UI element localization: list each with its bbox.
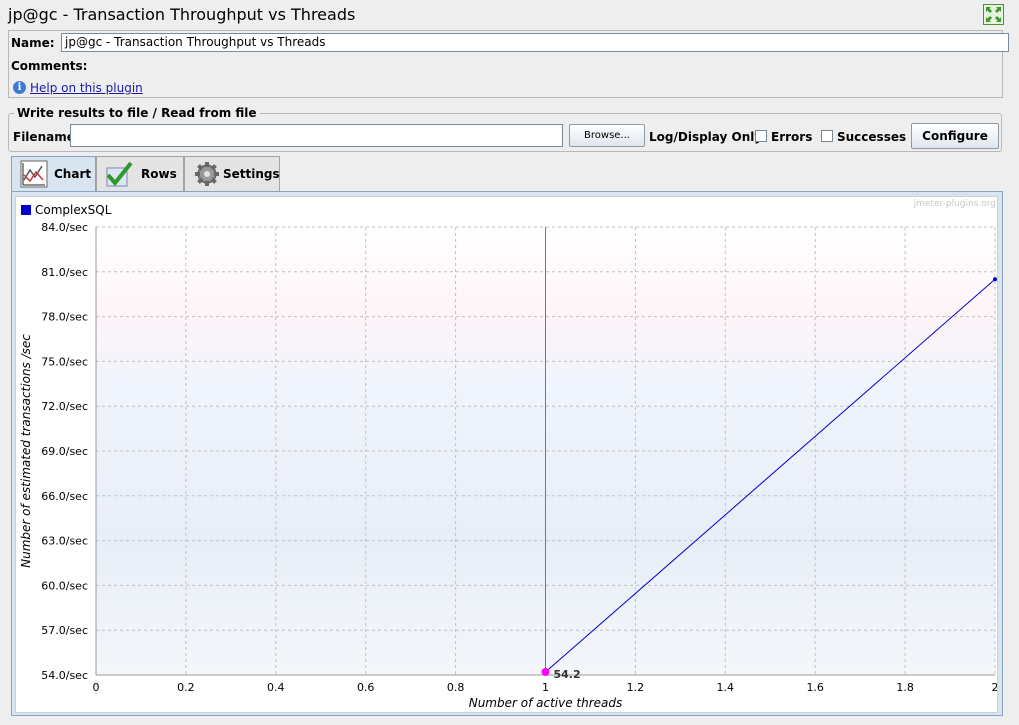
name-label: Name: <box>11 36 55 50</box>
y-axis-label: Number of estimated transactions /sec <box>19 334 33 568</box>
errors-checkbox[interactable] <box>755 130 767 142</box>
data-point <box>993 277 997 282</box>
y-tick-label: 60.0/sec <box>41 579 88 592</box>
x-tick-label: 2 <box>992 681 998 694</box>
chart-icon <box>20 160 48 188</box>
x-tick-label: 0.4 <box>267 681 285 694</box>
log-display-label: Log/Display Only: <box>649 130 767 144</box>
checkmark-icon <box>106 161 133 187</box>
y-tick-label: 81.0/sec <box>41 266 88 279</box>
help-link[interactable]: Help on this plugin <box>30 80 143 95</box>
legend-label: ComplexSQL <box>35 203 112 217</box>
x-tick-label: 1.8 <box>896 681 914 694</box>
x-tick-label: 1.6 <box>806 681 824 694</box>
configure-button[interactable]: Configure <box>911 123 999 149</box>
window-title: jp@gc - Transaction Throughput vs Thread… <box>8 5 356 24</box>
legend-swatch <box>21 205 31 215</box>
successes-label: Successes <box>837 130 907 144</box>
y-tick-label: 84.0/sec <box>41 221 88 234</box>
tab-settings-label: Settings <box>223 167 280 181</box>
x-tick-label: 0.2 <box>177 681 195 694</box>
y-tick-label: 78.0/sec <box>41 311 88 324</box>
x-tick-label: 1.2 <box>627 681 645 694</box>
series-line <box>545 278 996 673</box>
tab-settings[interactable]: Settings <box>184 156 280 191</box>
tab-chart-label: Chart <box>54 167 92 181</box>
chart-area: jmeter-plugins.org ComplexSQL 54.0/sec 57.0… <box>15 196 999 713</box>
gear-icon <box>195 162 219 186</box>
name-field[interactable]: jp@gc - Transaction Throughput vs Thread… <box>61 33 1009 52</box>
watermark: jmeter-plugins.org <box>913 199 996 209</box>
tab-rows[interactable]: Rows <box>96 156 184 191</box>
x-axis-label: Number of active threads <box>469 696 623 710</box>
filename-input[interactable] <box>70 124 563 147</box>
errors-label: Errors <box>771 130 813 144</box>
browse-button[interactable]: Browse... <box>569 124 645 147</box>
y-tick-label: 69.0/sec <box>41 445 88 458</box>
x-tick-label: 1.4 <box>717 681 735 694</box>
tab-rows-label: Rows <box>141 167 177 181</box>
x-tick-label: 0.6 <box>357 681 375 694</box>
file-options-group <box>8 113 1002 152</box>
info-icon: i <box>13 81 26 94</box>
x-tick-label: 1 <box>542 681 549 694</box>
y-tick-label: 57.0/sec <box>41 624 88 637</box>
comments-field[interactable]: Comments: <box>10 56 1001 74</box>
y-tick-label: 63.0/sec <box>41 535 88 548</box>
file-group-legend: Write results to file / Read from file <box>14 106 260 120</box>
y-tick-label: 54.0/sec <box>41 669 88 682</box>
x-tick-label: 0.8 <box>447 681 465 694</box>
highlight-point <box>541 668 550 677</box>
y-tick-label: 75.0/sec <box>41 355 88 368</box>
filename-label: Filename <box>13 130 75 144</box>
y-tick-label: 72.0/sec <box>41 400 88 413</box>
x-tick-label: 0 <box>93 681 100 694</box>
expand-arrows-icon[interactable] <box>983 4 1004 25</box>
highlight-label: 54.2 <box>554 668 581 681</box>
y-tick-label: 66.0/sec <box>41 490 88 503</box>
comments-label: Comments: <box>11 59 88 73</box>
tab-chart[interactable]: Chart <box>11 156 96 192</box>
name-comments-panel: Name: jp@gc - Transaction Throughput vs … <box>8 30 1009 98</box>
help-row: i Help on this plugin <box>13 80 143 96</box>
successes-checkbox[interactable] <box>821 130 833 142</box>
chart-svg: jmeter-plugins.org ComplexSQL 54.0/sec 57.0… <box>19 199 999 710</box>
